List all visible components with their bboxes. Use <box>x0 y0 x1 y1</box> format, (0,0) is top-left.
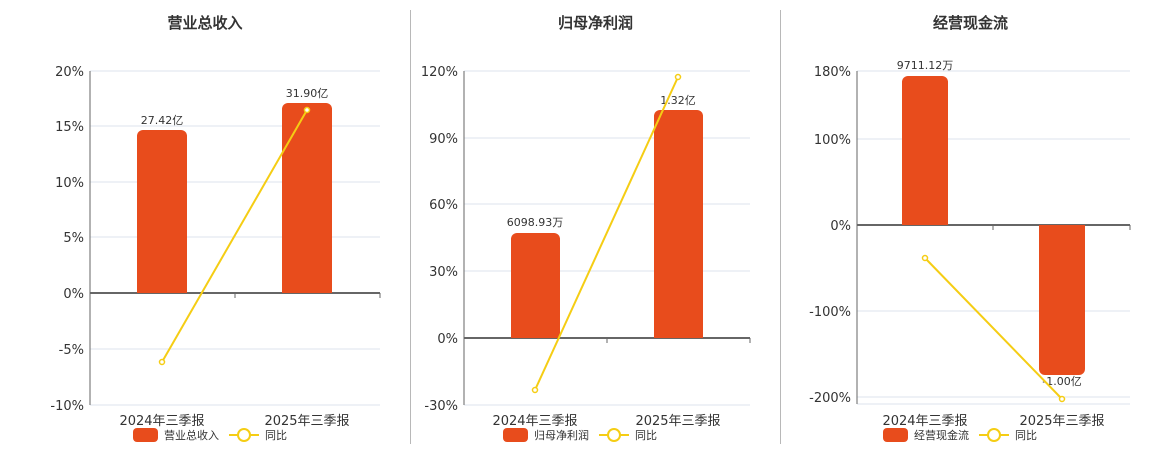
y-tick: 0% <box>437 332 458 347</box>
legend-line-icon[interactable] <box>599 428 629 442</box>
yoy-point[interactable] <box>531 386 539 394</box>
legend-bar-swatch[interactable] <box>133 428 158 442</box>
legend-line-label[interactable]: 同比 <box>635 429 657 442</box>
x-tick: 2024年三季报 <box>119 414 204 429</box>
x-tick: 2025年三季报 <box>1019 414 1104 429</box>
x-tick: 2024年三季报 <box>882 414 967 429</box>
bar[interactable] <box>902 76 948 225</box>
bar-label: 27.42亿 <box>141 114 184 127</box>
yoy-point[interactable] <box>1058 395 1066 403</box>
bar[interactable] <box>511 233 560 338</box>
y-tick: 10% <box>55 176 84 191</box>
legend: 经营现金流 同比 <box>883 427 1037 443</box>
legend-bar-swatch[interactable] <box>503 428 528 442</box>
y-tick: 30% <box>429 265 458 280</box>
divider <box>780 10 781 444</box>
chart-plot: 180% 100% 0% -100% -200% 9711.12万 -1.00亿… <box>809 59 1131 429</box>
bar[interactable] <box>654 110 703 338</box>
bar-label: 9711.12万 <box>897 59 954 72</box>
bar[interactable] <box>137 130 187 293</box>
y-tick: 120% <box>421 65 458 80</box>
grid-lines <box>90 70 380 406</box>
y-tick: 5% <box>63 231 84 246</box>
grid-lines <box>857 70 1130 405</box>
bar[interactable] <box>1039 225 1085 375</box>
y-tick: 180% <box>814 65 851 80</box>
chart-title: 归母净利润 <box>557 14 633 32</box>
chart-title: 营业总收入 <box>167 14 243 32</box>
legend-line-label[interactable]: 同比 <box>1015 429 1037 442</box>
y-tick: 20% <box>55 65 84 80</box>
bar-label: 31.90亿 <box>286 87 329 100</box>
y-tick: 60% <box>429 198 458 213</box>
chart-panel-operating-cashflow: 经营现金流 180% 100% 0% -100% -200% 9711.12万 … <box>781 0 1160 450</box>
x-tick: 2025年三季报 <box>635 414 720 429</box>
yoy-point[interactable] <box>158 358 166 366</box>
legend-line-icon[interactable] <box>979 428 1009 442</box>
bar-label: -1.00亿 <box>1042 375 1081 388</box>
y-tick: -10% <box>50 399 84 414</box>
y-tick: -30% <box>424 399 458 414</box>
yoy-line <box>924 257 1063 400</box>
y-tick: -100% <box>809 305 851 320</box>
divider <box>410 10 411 444</box>
chart-title: 经营现金流 <box>932 14 1008 32</box>
legend-bar-label[interactable]: 经营现金流 <box>914 429 969 442</box>
yoy-point[interactable] <box>303 106 311 114</box>
legend: 营业总收入 同比 <box>133 427 287 443</box>
yoy-line <box>534 76 679 391</box>
x-tick: 2025年三季报 <box>264 414 349 429</box>
chart-plot: 20% 15% 10% 5% 0% -5% -10% 27.42亿 31.90亿… <box>50 65 381 429</box>
y-tick: 100% <box>814 133 851 148</box>
legend-line-icon[interactable] <box>229 428 259 442</box>
yoy-line <box>161 109 308 363</box>
legend-bar-label[interactable]: 营业总收入 <box>164 429 219 442</box>
y-tick: 0% <box>830 219 851 234</box>
y-tick: 0% <box>63 287 84 302</box>
legend-line-label[interactable]: 同比 <box>265 429 287 442</box>
bar[interactable] <box>282 103 332 293</box>
legend: 归母净利润 同比 <box>503 427 657 443</box>
legend-bar-label[interactable]: 归母净利润 <box>534 429 589 442</box>
legend-bar-swatch[interactable] <box>883 428 908 442</box>
y-tick-labels: 20% 15% 10% 5% 0% -5% -10% <box>50 65 84 414</box>
y-tick: 15% <box>55 120 84 135</box>
x-tick: 2024年三季报 <box>492 414 577 429</box>
y-tick: -200% <box>809 391 851 406</box>
yoy-point[interactable] <box>674 73 682 81</box>
y-tick: 90% <box>429 132 458 147</box>
bar-label: 6098.93万 <box>507 216 564 229</box>
chart-panel-net-profit: 归母净利润 120% 90% 60% 30% 0% -30% 6098.93万 … <box>411 0 780 450</box>
y-tick: -5% <box>59 343 84 358</box>
grid-lines <box>464 70 750 406</box>
chart-panel-revenue: 营业总收入 20% 15% 10% 5% 0% -5% -10% 27.42亿 … <box>0 0 410 450</box>
yoy-point[interactable] <box>921 254 929 262</box>
chart-plot: 120% 90% 60% 30% 0% -30% 6098.93万 1.32亿 … <box>421 65 751 429</box>
